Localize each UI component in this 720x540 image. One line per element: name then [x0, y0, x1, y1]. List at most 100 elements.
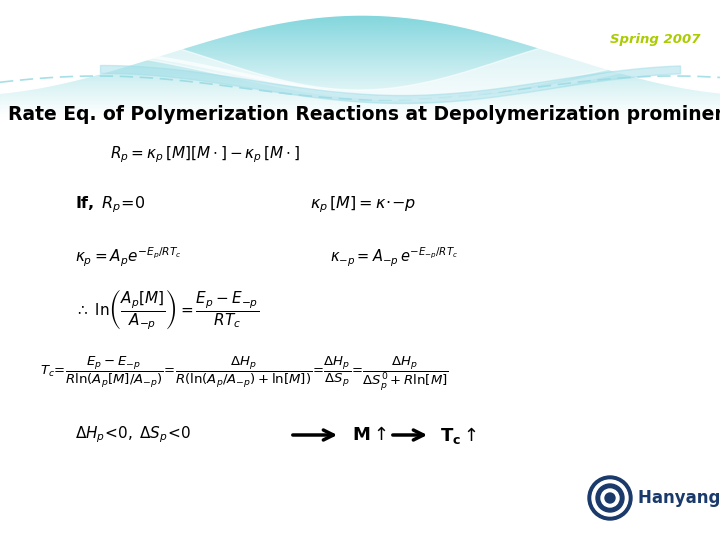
Bar [0, 15, 720, 16]
Bar [0, 23, 720, 24]
Bar [0, 51, 720, 52]
Bar [0, 46, 720, 47]
Bar [0, 95, 720, 96]
Bar [0, 76, 720, 77]
Bar [0, 60, 720, 62]
Bar [0, 36, 720, 37]
Bar [0, 67, 720, 68]
Bar [0, 10, 720, 11]
Text: $\mathbf{If,}\;R_p\!=\!0$: $\mathbf{If,}\;R_p\!=\!0$ [75, 195, 145, 215]
Bar [0, 99, 720, 100]
Bar [0, 112, 720, 113]
Bar [0, 3, 720, 4]
Bar [0, 12, 720, 14]
Bar [0, 97, 720, 98]
Bar [0, 100, 720, 102]
Bar [0, 37, 720, 38]
Bar [0, 25, 720, 26]
Bar [0, 44, 720, 45]
Bar [0, 103, 720, 104]
Bar [0, 114, 720, 115]
Bar [0, 73, 720, 74]
Bar [0, 86, 720, 87]
Bar [0, 94, 720, 95]
Bar [0, 19, 720, 20]
Bar [0, 21, 720, 22]
Text: $R_p = \kappa_p\,[M][M\cdot]-\kappa_p\,[M\cdot]$: $R_p = \kappa_p\,[M][M\cdot]-\kappa_p\,[… [110, 145, 300, 165]
Bar [0, 17, 720, 18]
Bar [0, 71, 720, 72]
Bar [0, 45, 720, 46]
Bar [0, 113, 720, 114]
Bar [0, 14, 720, 15]
Bar [0, 68, 720, 69]
Polygon shape [0, 0, 720, 49]
Bar [0, 28, 720, 29]
Bar [0, 91, 720, 92]
Text: Hanyang Univ.: Hanyang Univ. [638, 489, 720, 507]
Bar [0, 98, 720, 99]
Text: $\mathbf{M}\uparrow$: $\mathbf{M}\uparrow$ [352, 426, 387, 444]
Bar [0, 16, 720, 17]
Text: $\mathbf{T_c}\uparrow$: $\mathbf{T_c}\uparrow$ [440, 424, 477, 445]
Text: $\kappa_p = A_p e^{-E_p/RT_c}$: $\kappa_p = A_p e^{-E_p/RT_c}$ [75, 245, 182, 268]
Bar [0, 75, 720, 76]
Bar [0, 35, 720, 36]
Bar [0, 88, 720, 89]
Bar [0, 87, 720, 88]
Text: Rate Eq. of Polymerization Reactions at Depolymerization prominent Te: Rate Eq. of Polymerization Reactions at … [8, 105, 720, 125]
Bar [0, 41, 720, 42]
Bar [0, 92, 720, 93]
Bar [0, 69, 720, 70]
Bar [0, 109, 720, 110]
Bar [0, 62, 720, 63]
Bar [0, 6, 720, 8]
Circle shape [592, 480, 628, 516]
Text: $\kappa_{-p} = A_{-p}\,e^{-E_{-p}/RT_c}$: $\kappa_{-p} = A_{-p}\,e^{-E_{-p}/RT_c}$ [330, 245, 458, 268]
Bar [0, 8, 720, 9]
Bar [0, 5, 720, 6]
Bar [0, 39, 720, 40]
Bar [0, 89, 720, 90]
Bar [0, 11, 720, 12]
Bar [0, 1, 720, 2]
Bar [0, 4, 720, 5]
Circle shape [596, 484, 624, 512]
Bar [0, 58, 720, 59]
Bar [0, 111, 720, 112]
Circle shape [601, 489, 619, 507]
Text: $T_c\!=\!\dfrac{E_p - E_{-p}}{R\ln(A_p[M]/A_{-p})}\!=\!\dfrac{\Delta H_p}{R(\ln(: $T_c\!=\!\dfrac{E_p - E_{-p}}{R\ln(A_p[M… [40, 354, 449, 392]
Circle shape [588, 476, 632, 520]
Bar [0, 38, 720, 39]
Bar [0, 64, 720, 65]
Text: Spring 2007: Spring 2007 [610, 33, 700, 46]
Bar [0, 72, 720, 73]
Bar [0, 56, 720, 57]
Bar [0, 104, 720, 105]
Bar [0, 55, 720, 56]
Text: $\Delta H_p\!<\!0,\;\Delta S_p\!<\!0$: $\Delta H_p\!<\!0,\;\Delta S_p\!<\!0$ [75, 424, 192, 445]
Bar [0, 27, 720, 28]
Bar [0, 96, 720, 97]
Bar [0, 18, 720, 19]
Bar [0, 107, 720, 109]
Bar [0, 80, 720, 82]
Bar [0, 48, 720, 49]
Bar [0, 63, 720, 64]
Bar [0, 82, 720, 83]
Bar [0, 42, 720, 43]
Bar [0, 33, 720, 35]
Bar [0, 22, 720, 23]
Bar [0, 52, 720, 53]
Bar [0, 0, 720, 1]
Bar [0, 79, 720, 80]
Bar [0, 31, 720, 32]
Bar [0, 47, 720, 48]
Bar [0, 29, 720, 30]
Bar [0, 26, 720, 27]
Bar [0, 65, 720, 66]
Bar [0, 90, 720, 91]
Bar [0, 93, 720, 94]
Bar [0, 32, 720, 33]
Bar [0, 85, 720, 86]
